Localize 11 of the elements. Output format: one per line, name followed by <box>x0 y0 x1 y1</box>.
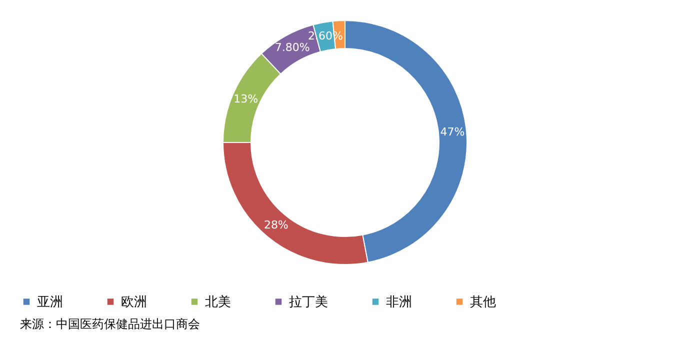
data-label: 13% <box>234 92 258 106</box>
legend-label: 非洲 <box>386 294 412 310</box>
data-label: 28% <box>264 218 288 232</box>
legend-label: 欧洲 <box>121 294 147 310</box>
data-label: 47% <box>440 125 465 138</box>
legend-label: 其他 <box>470 294 496 310</box>
source-note: 来源：中国医药保健品进出口商会 <box>20 317 200 331</box>
legend-label: 拉丁美 <box>289 294 328 310</box>
data-label: 7.80% <box>274 41 310 54</box>
legend-label: 北美 <box>205 294 231 310</box>
legend-label: 亚洲 <box>37 294 63 310</box>
